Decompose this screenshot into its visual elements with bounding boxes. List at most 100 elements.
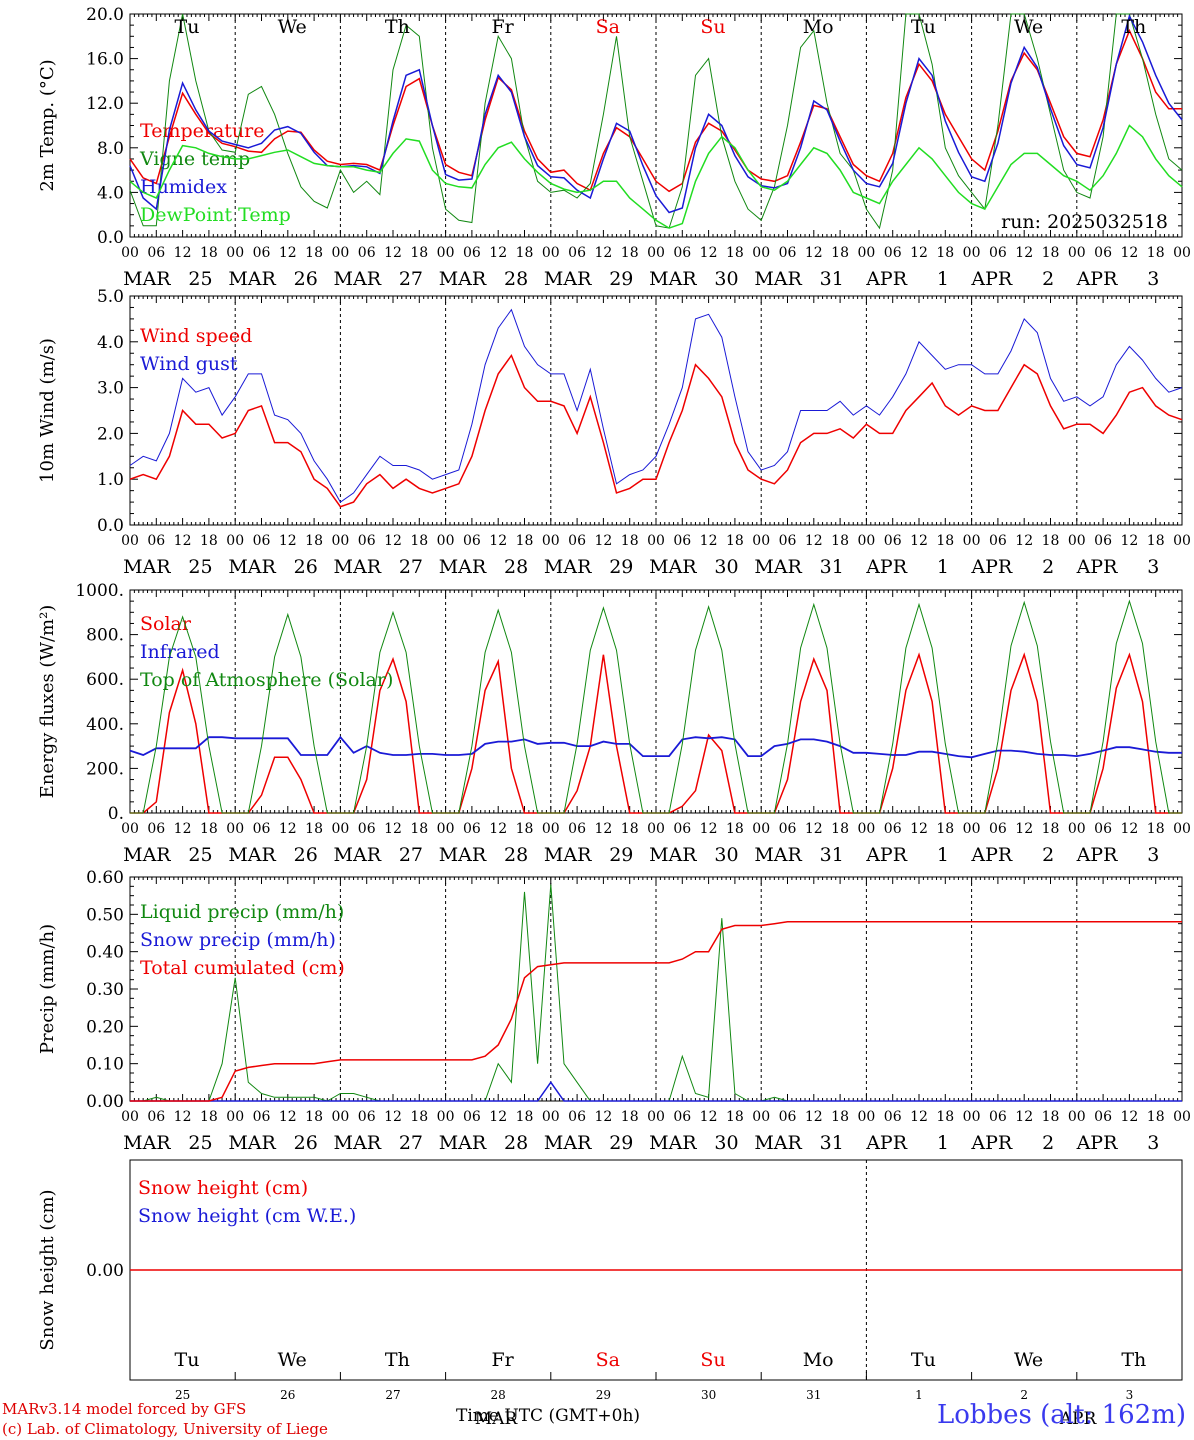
hour-tick-label: 18 xyxy=(831,533,849,549)
date-month-label: MAR xyxy=(334,844,382,866)
hour-tick-label: 06 xyxy=(358,533,376,549)
legend-entry: Temperature xyxy=(140,120,264,142)
hour-tick-label: 18 xyxy=(1042,821,1060,837)
hour-tick-label: 00 xyxy=(752,821,770,837)
hour-tick-label: 06 xyxy=(147,533,165,549)
y-tick-label: 0.30 xyxy=(86,980,124,1000)
hour-tick-label: 06 xyxy=(463,821,481,837)
date-month-label: MAR xyxy=(754,556,802,578)
legend-entry: Snow height (cm W.E.) xyxy=(138,1205,356,1227)
hour-tick-label: 00 xyxy=(647,533,665,549)
hour-tick-label: 00 xyxy=(226,821,244,837)
date-month-label: MAR xyxy=(123,844,171,866)
hour-tick-label: 18 xyxy=(936,245,954,261)
day-name-bottom: Tu xyxy=(175,1349,200,1371)
y-axis-label: 10m Wind (m/s) xyxy=(37,338,58,483)
day-name-top: Th xyxy=(1121,16,1146,38)
day-name-bottom: Tu xyxy=(911,1349,936,1371)
hour-tick-label: 18 xyxy=(1042,1109,1060,1125)
hour-tick-label: 06 xyxy=(147,1109,165,1125)
date-day-label: 28 xyxy=(504,1132,528,1154)
hour-tick-label: 12 xyxy=(910,245,928,261)
date-day-label: 1 xyxy=(937,844,949,866)
hour-tick-label: 18 xyxy=(305,821,323,837)
hour-tick-label: 18 xyxy=(936,533,954,549)
hour-tick-label: 18 xyxy=(621,821,639,837)
hour-tick-label: 12 xyxy=(384,245,402,261)
lab-credit: (c) Lab. of Climatology, University of L… xyxy=(2,1420,328,1438)
hour-tick-label: 18 xyxy=(410,245,428,261)
hour-tick-label: 12 xyxy=(700,245,718,261)
date-month-label: MAR xyxy=(334,1132,382,1154)
hour-tick-label: 12 xyxy=(1015,1109,1033,1125)
date-day-label: 2 xyxy=(1042,1132,1054,1154)
hour-tick-label: 06 xyxy=(884,533,902,549)
date-day-label: 29 xyxy=(609,556,633,578)
hour-tick-label: 00 xyxy=(437,1109,455,1125)
date-month-label: APR xyxy=(1076,556,1119,578)
hour-tick-label: 12 xyxy=(279,1109,297,1125)
legend-entry: Liquid precip (mm/h) xyxy=(140,901,344,923)
panel-3: 0. 200. 400. 600. 800. 1000. Energy fluxes (W/… xyxy=(37,581,1191,866)
date-day-label: 31 xyxy=(820,556,844,578)
hour-tick-label: 06 xyxy=(253,821,271,837)
y-tick-label: 0.00 xyxy=(86,1092,124,1112)
hour-tick-label: 00 xyxy=(647,245,665,261)
legend-entry: Total cumulated (cm) xyxy=(140,957,345,979)
hour-tick-label: 06 xyxy=(147,821,165,837)
hour-tick-label: 12 xyxy=(700,533,718,549)
date-day-label: 27 xyxy=(399,268,423,290)
y-tick-label: 0.60 xyxy=(86,868,124,888)
legend-entry: DewPoint Temp xyxy=(140,204,291,226)
bottom-day-number: 25 xyxy=(175,1388,190,1402)
hour-tick-label: 00 xyxy=(437,821,455,837)
bottom-day-number: 26 xyxy=(280,1388,295,1402)
hour-tick-label: 06 xyxy=(1094,245,1112,261)
y-axis-label: Precip (mm/h) xyxy=(37,924,58,1054)
y-tick-label: 1000. xyxy=(75,581,124,601)
hour-tick-label: 00 xyxy=(1173,821,1191,837)
hour-tick-label: 00 xyxy=(963,1109,981,1125)
hour-tick-label: 18 xyxy=(726,821,744,837)
bottom-month-label: APR xyxy=(1059,1409,1098,1429)
hour-tick-label: 18 xyxy=(516,245,534,261)
hour-tick-label: 00 xyxy=(226,1109,244,1125)
legend-entry: Wind gust xyxy=(140,353,238,375)
date-month-label: MAR xyxy=(439,1132,487,1154)
date-month-label: APR xyxy=(865,1132,908,1154)
date-month-label: APR xyxy=(970,556,1013,578)
hour-tick-label: 12 xyxy=(594,533,612,549)
hour-tick-label: 00 xyxy=(963,245,981,261)
y-tick-label: 0. xyxy=(108,804,124,824)
station-label: Lobbes (alt: 162m) xyxy=(936,1400,1186,1430)
hour-tick-label: 12 xyxy=(594,245,612,261)
y-tick-label: 4.0 xyxy=(97,333,124,353)
date-month-label: MAR xyxy=(439,844,487,866)
day-name-top: Th xyxy=(385,16,410,38)
date-month-label: MAR xyxy=(544,556,592,578)
hour-tick-label: 06 xyxy=(673,245,691,261)
date-day-label: 2 xyxy=(1042,556,1054,578)
panel-frame xyxy=(129,589,1183,814)
hour-tick-label: 12 xyxy=(910,1109,928,1125)
hour-tick-label: 06 xyxy=(1094,821,1112,837)
y-tick-label: 400. xyxy=(86,715,124,735)
hour-tick-label: 06 xyxy=(989,1109,1007,1125)
y-tick-label: 0.0 xyxy=(97,228,124,248)
hour-tick-label: 00 xyxy=(331,1109,349,1125)
date-month-label: MAR xyxy=(754,1132,802,1154)
hour-tick-label: 00 xyxy=(121,821,139,837)
hour-tick-label: 00 xyxy=(542,821,560,837)
hour-tick-label: 12 xyxy=(174,245,192,261)
date-day-label: 3 xyxy=(1147,268,1159,290)
date-month-label: APR xyxy=(865,268,908,290)
date-day-label: 27 xyxy=(399,844,423,866)
series-line-4-3 xyxy=(130,921,1182,1102)
hour-tick-label: 00 xyxy=(963,821,981,837)
hour-tick-label: 06 xyxy=(463,245,481,261)
y-axis-label: Energy fluxes (W/m²) xyxy=(37,605,58,799)
hour-tick-label: 06 xyxy=(673,1109,691,1125)
legend-entry: Vigne temp xyxy=(139,148,250,170)
hour-tick-label: 12 xyxy=(384,821,402,837)
hour-tick-label: 00 xyxy=(437,533,455,549)
